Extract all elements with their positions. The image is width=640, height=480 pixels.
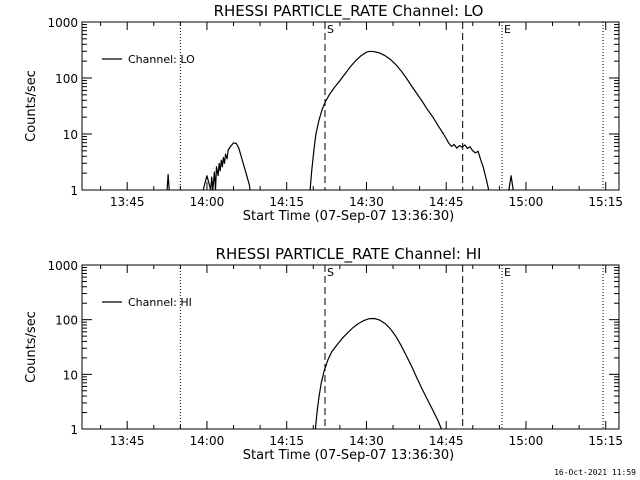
lo-channel-panel: RHESSI PARTICLE_RATE Channel: LO S E 1 10 100… — [24, 2, 623, 224]
data-series — [314, 317, 443, 429]
x-tick-label: 14:15 — [269, 434, 304, 448]
y-tick-label: 1000 — [47, 16, 78, 30]
chart-title: RHESSI PARTICLE_RATE Channel: LO — [214, 2, 484, 21]
y-tick-label: 100 — [55, 72, 78, 86]
particle-rate-line — [166, 173, 170, 190]
x-axis-label: Start Time (07-Sep-07 13:36:30) — [243, 448, 454, 463]
chart-title: RHESSI PARTICLE_RATE Channel: HI — [216, 245, 482, 264]
y-axis-label: Counts/sec — [24, 311, 39, 383]
particle-rate-line — [309, 50, 490, 190]
generation-timestamp: 16-Oct-2021 11:59 — [554, 468, 636, 477]
x-tick-label: 15:15 — [588, 195, 623, 209]
marker-lines — [179, 22, 604, 190]
y-tick-label: 100 — [55, 314, 78, 328]
y-tick-label: 10 — [63, 368, 78, 382]
x-tick-label: 14:30 — [349, 195, 384, 209]
end-marker-label: E — [504, 23, 511, 36]
legend-label: Channel: LO — [128, 53, 195, 66]
plot-frame — [81, 21, 620, 191]
x-tick-label: 14:15 — [269, 195, 304, 209]
x-axis-label: Start Time (07-Sep-07 13:36:30) — [243, 209, 454, 224]
x-tick-label: 14:45 — [429, 195, 464, 209]
data-series — [166, 50, 514, 190]
start-marker-label: S — [327, 266, 334, 279]
particle-rate-line — [314, 317, 443, 429]
x-tick-label: 15:00 — [509, 434, 544, 448]
x-tick-label: 13:45 — [110, 434, 145, 448]
y-tick-label: 10 — [63, 128, 78, 142]
particle-rate-line — [202, 142, 251, 190]
x-tick-label: 15:15 — [588, 434, 623, 448]
x-tick-label: 14:00 — [190, 195, 225, 209]
legend-label: Channel: HI — [128, 296, 192, 309]
x-tick-label: 13:45 — [110, 195, 145, 209]
y-tick-label: 1 — [70, 184, 78, 198]
x-tick-label: 15:00 — [509, 195, 544, 209]
y-axis-label: Counts/sec — [24, 70, 39, 142]
y-tick-label: 1 — [70, 423, 78, 437]
y-tick-label: 1000 — [47, 259, 78, 273]
start-marker-label: S — [327, 23, 334, 36]
x-tick-label: 14:00 — [190, 434, 225, 448]
marker-lines — [179, 265, 604, 429]
hi-channel-panel: RHESSI PARTICLE_RATE Channel: HI S E 1 10 100… — [24, 245, 623, 463]
particle-rate-line — [508, 175, 514, 190]
x-tick-label: 14:45 — [429, 434, 464, 448]
plot-frame — [81, 264, 620, 430]
end-marker-label: E — [504, 266, 511, 279]
x-tick-label: 14:30 — [349, 434, 384, 448]
